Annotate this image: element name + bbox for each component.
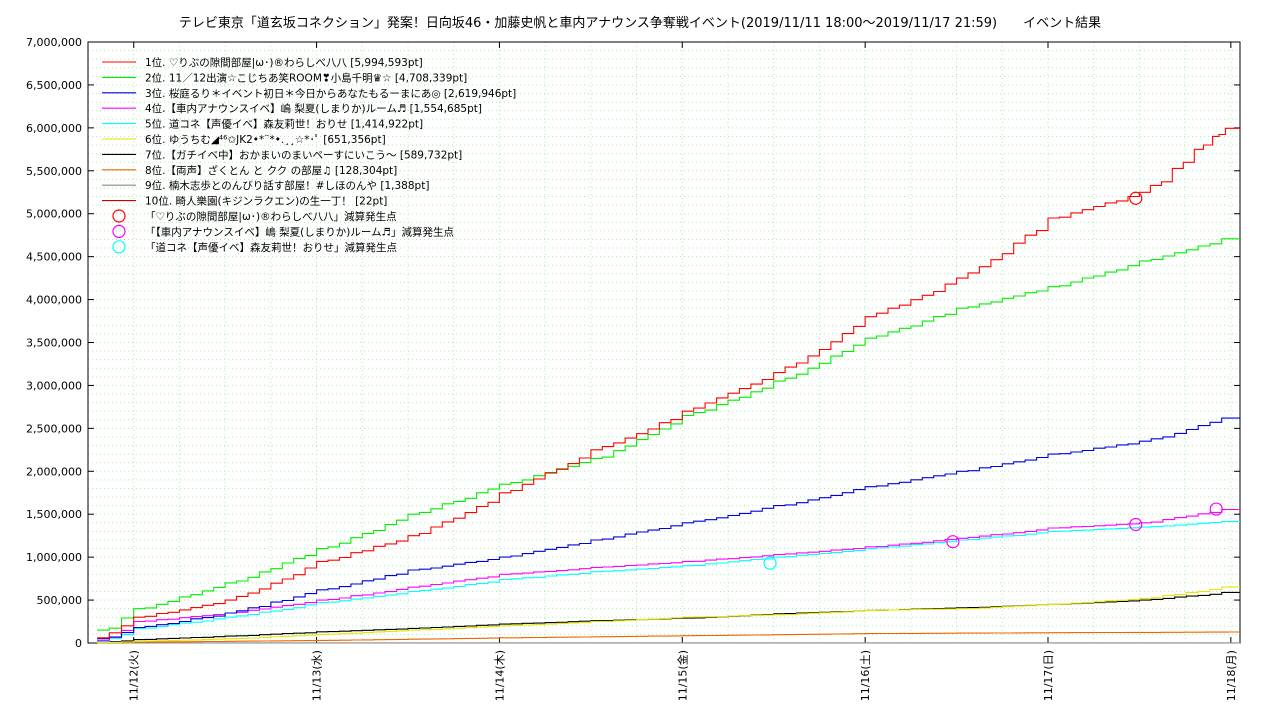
y-tick-label: 7,000,000 — [26, 36, 82, 49]
legend-label: 「道コネ【声優イベ】森友莉世！おりせ」減算発生点 — [145, 241, 397, 254]
y-tick-label: 2,500,000 — [26, 422, 82, 435]
legend-label: 7位.【ガチイベ中】おかまいのまいペーすにいこう～ [589,732pt] — [145, 148, 462, 161]
x-tick-label: 11/17(日) — [1042, 650, 1055, 701]
legend-label: 「♡りぶの隙間部屋|ω･)®わらしべ八八」減算発生点 — [145, 210, 397, 223]
y-tick-label: 1,000,000 — [26, 551, 82, 564]
y-tick-label: 3,500,000 — [26, 337, 82, 350]
y-tick-label: 5,000,000 — [26, 208, 82, 221]
legend-label: 5位. 道コネ【声優イベ】森友莉世！おりせ [1,414,922pt] — [145, 118, 423, 131]
legend-label: 2位. 11／12出演☆こじちあ笑ROOM❣小島千明♛☆ [4,708,339p… — [145, 71, 467, 84]
reduction-marker — [1129, 191, 1143, 205]
chart-title: テレビ東京「道玄坂コネクション」発案！日向坂46・加藤史帆と車内アナウンス争奪戦… — [178, 16, 1102, 31]
legend-label: 9位. 楠木志歩とのんびり話す部屋！#しほのんや [1,388pt] — [145, 179, 429, 192]
y-tick-label: 6,000,000 — [26, 122, 82, 135]
reduction-marker — [1129, 517, 1143, 532]
y-tick-label: 500,000 — [37, 594, 83, 607]
x-tick-label: 11/18(月) — [1225, 650, 1238, 701]
x-tick-label: 11/15(金) — [675, 650, 689, 701]
series-line — [97, 238, 1240, 631]
reduction-marker — [1209, 502, 1223, 516]
x-tick-label: 11/12(火) — [128, 650, 141, 701]
y-tick-label: 1,500,000 — [26, 508, 82, 521]
reduction-marker — [763, 556, 777, 570]
x-tick-label: 11/16(土) — [859, 650, 872, 701]
series-line — [97, 417, 1240, 640]
x-tick-label: 11/13(水) — [311, 650, 324, 701]
y-tick-label: 4,500,000 — [26, 251, 82, 264]
reduction-marker — [946, 535, 960, 549]
legend-marker — [112, 224, 126, 238]
legend-label: 10位. 畸人樂園(キジンラクエン)の生一丁！ [22pt] — [145, 195, 387, 208]
y-tick-label: 4,000,000 — [26, 294, 82, 307]
y-tick-label: 0 — [75, 637, 82, 650]
legend-marker — [112, 240, 126, 254]
y-tick-label: 3,000,000 — [26, 379, 82, 392]
series-line — [97, 508, 1240, 641]
legend-label: 「【車内アナウンスイベ】嶋 梨夏(しまりか)ルーム♬」減算発生点 — [145, 225, 454, 238]
series-line — [97, 631, 1240, 644]
legend-label: 3位. 桜庭るり＊イベント初日＊今日からあなたもるーまにあ◎ [2,619,94… — [145, 87, 516, 100]
legend-label: 6位. ゆうちむ◢⁴⁶✩JK2•*¨*•.¸¸☆*･ﾟ [651,356pt] — [145, 133, 386, 146]
legend-label: 1位. ♡りぶの隙間部屋|ω･)®わらしべ八八 [5,994,593pt] — [145, 56, 423, 69]
series-line — [97, 586, 1240, 644]
legend-label: 8位.【両声】ざくとん と クク の部屋♫ [128,304pt] — [145, 164, 397, 177]
series-line — [97, 127, 1240, 639]
y-tick-label: 5,500,000 — [26, 165, 82, 178]
series-line — [97, 520, 1240, 642]
y-tick-label: 6,500,000 — [26, 79, 82, 92]
legend-label: 4位.【車内アナウンスイベ】嶋 梨夏(しまりか)ルーム♬ [1,554,685p… — [145, 102, 482, 115]
y-tick-label: 2,000,000 — [26, 465, 82, 478]
legend-marker — [112, 209, 126, 223]
x-tick-label: 11/14(木) — [493, 650, 506, 701]
